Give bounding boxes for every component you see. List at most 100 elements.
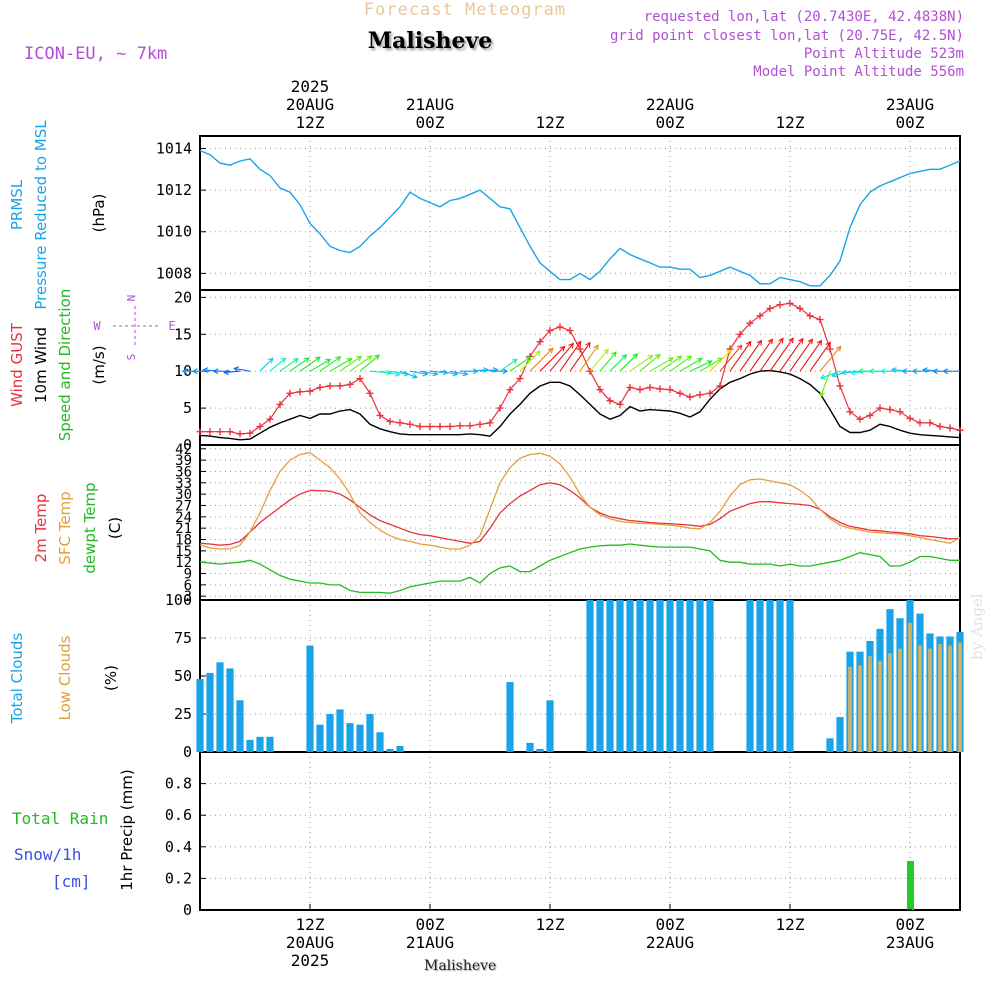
- total-cloud-bar: [506, 682, 514, 752]
- wind-arrow: [559, 341, 582, 372]
- gust-marker: [886, 406, 894, 414]
- wind-arrow: [589, 349, 609, 372]
- chart-title: Malisheve: [367, 28, 493, 54]
- wind-arrow: [639, 354, 661, 372]
- bottom-time-label: 23AUG: [886, 933, 934, 952]
- top-time-label: 00Z: [656, 113, 685, 132]
- wind-label: 10m Wind: [32, 327, 50, 403]
- wind-arrow-head: [432, 370, 439, 377]
- gust-marker: [896, 408, 904, 416]
- ytick-label-temperature: 27: [175, 498, 192, 514]
- gust-marker: [706, 389, 714, 397]
- bottom-time-label: 12Z: [536, 915, 565, 934]
- gust-marker: [366, 389, 374, 397]
- gust-marker: [626, 383, 634, 391]
- wind-arrow-head: [559, 345, 566, 352]
- wind-arrow-head: [868, 368, 875, 375]
- point-altitude: Point Altitude 523m: [803, 46, 964, 62]
- gust-marker: [776, 301, 784, 309]
- wind-arrow: [709, 349, 732, 372]
- gust-marker: [786, 299, 794, 307]
- bottom-time-label: 12Z: [776, 915, 805, 934]
- gust-marker: [836, 382, 844, 390]
- total-cloud-bar: [236, 700, 244, 752]
- total-cloud-bar: [376, 732, 384, 752]
- wind-arrow: [299, 356, 321, 372]
- low-cloud-bar: [898, 648, 902, 752]
- bottom-time-label: 20AUG: [286, 933, 334, 952]
- wind-arrow: [339, 355, 362, 372]
- wind-arrow: [469, 369, 488, 372]
- gust-marker: [736, 330, 744, 338]
- gust-marker: [416, 423, 424, 431]
- ytick-label-temperature: 21: [175, 521, 192, 537]
- wind-arrow-head: [535, 350, 541, 357]
- wind-arrow-head: [676, 355, 683, 361]
- wind-arrow: [739, 340, 762, 372]
- ytick-label-precipitation: 0: [183, 901, 192, 919]
- wind-arrow: [519, 350, 541, 372]
- wind-arrow: [349, 355, 373, 372]
- wind-arrow-head: [280, 357, 287, 364]
- wind-arrow: [669, 355, 692, 372]
- gust-marker: [196, 428, 204, 436]
- wind-arrow-head: [462, 370, 469, 377]
- total-cloud-bar: [786, 600, 794, 752]
- top-time-label: 12Z: [296, 113, 325, 132]
- wind-label: Speed and Direction: [56, 289, 74, 442]
- total-cloud-bar: [746, 600, 754, 752]
- clouds-label: (%): [102, 665, 120, 691]
- wind-arrow: [699, 357, 723, 372]
- bottom-time-label: 22AUG: [646, 933, 694, 952]
- low-cloud-bar: [908, 622, 912, 752]
- bottom-time-label: 00Z: [896, 915, 925, 934]
- ytick-label-precipitation: 0.6: [165, 806, 192, 824]
- wind-arrow-head: [568, 342, 574, 349]
- wind-arrow-head: [831, 372, 838, 378]
- wind-arrow-head: [807, 338, 814, 345]
- wind-arrow: [499, 358, 518, 372]
- ytick-label-temperature: 24: [175, 510, 192, 526]
- wind-arrow-head: [835, 345, 842, 352]
- bottom-time-label: 21AUG: [406, 933, 454, 952]
- wind-arrow-head: [233, 366, 240, 372]
- ytick-label-wind: 20: [174, 288, 192, 306]
- wind-arrow-head: [223, 369, 230, 376]
- wind-label: Wind GUST: [8, 322, 26, 407]
- gust-marker: [566, 327, 574, 335]
- total-cloud-bar: [636, 600, 644, 752]
- wind-arrow-head: [483, 367, 489, 373]
- total-cloud-bar: [206, 672, 214, 752]
- wind-arrow-head: [325, 358, 332, 365]
- total-cloud-bar: [246, 739, 254, 752]
- wind-arrow: [729, 341, 752, 372]
- wind-arrow-head: [778, 337, 784, 344]
- ytick-label-pressure: 1010: [156, 223, 192, 241]
- wind-arrow-head: [502, 368, 509, 375]
- low-cloud-bar: [928, 648, 932, 752]
- gust-marker: [216, 428, 224, 436]
- low-cloud-bar: [958, 642, 962, 752]
- wind-arrow-head: [879, 368, 886, 375]
- total-cloud-bar: [676, 600, 684, 752]
- gust-marker: [796, 304, 804, 312]
- footer-location: Malisheve: [424, 958, 497, 974]
- snow-unit-legend: [cm]: [52, 872, 91, 891]
- total-cloud-bar: [336, 709, 344, 752]
- gust-marker: [856, 415, 864, 423]
- panel-frame-temperature: [199, 444, 961, 601]
- wind-arrow: [529, 348, 554, 372]
- grid-point-location: grid point closest lon,lat (20.75E, 42.5…: [609, 28, 964, 44]
- wind-arrow-head: [726, 349, 733, 355]
- bottom-time-label: 2025: [291, 951, 330, 970]
- total-cloud-bar: [646, 600, 654, 752]
- wind-arrow: [289, 357, 310, 372]
- series-sfc-temp: [199, 451, 961, 550]
- wind-arrow-head: [931, 368, 938, 375]
- temp-label: dewpt Temp: [81, 482, 99, 573]
- total-cloud-bar: [386, 748, 394, 752]
- total-cloud-bar: [536, 748, 544, 752]
- gust-marker: [666, 386, 674, 394]
- wind-arrow: [799, 340, 822, 372]
